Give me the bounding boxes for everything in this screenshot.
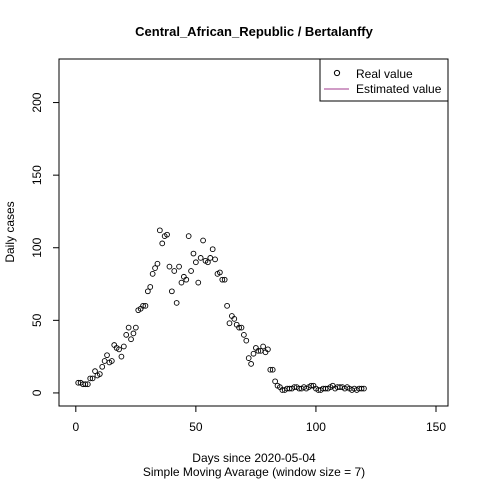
x-axis-sublabel: Simple Moving Avarage (window size = 7): [143, 465, 365, 479]
data-point: [118, 353, 125, 360]
data-point: [217, 269, 223, 276]
plot-frame: [58, 58, 449, 407]
data-point: [96, 371, 103, 377]
data-point: [171, 268, 178, 274]
data-point: [265, 346, 271, 353]
legend-box: [319, 58, 449, 102]
data-point: [84, 381, 91, 388]
real-value-points: [75, 227, 367, 393]
data-point: [108, 358, 115, 364]
data-point: [89, 375, 96, 382]
data-point: [176, 263, 182, 270]
data-point: [260, 343, 266, 350]
data-point: [205, 259, 211, 266]
data-point: [221, 276, 228, 283]
data-point: [149, 271, 156, 277]
data-point: [173, 300, 180, 306]
data-point: [157, 227, 163, 234]
data-point: [152, 265, 158, 271]
legend-real-label: Real value: [356, 67, 413, 81]
data-point: [104, 352, 110, 359]
legend-real-symbol: [333, 69, 341, 77]
data-point: [245, 355, 252, 361]
data-point: [238, 324, 245, 331]
data-point: [123, 332, 130, 338]
x-axis: 0 50 100 150: [72, 405, 446, 434]
data-point: [190, 250, 197, 257]
chart-title: Central_African_Republic / Bertalanffy: [135, 24, 373, 39]
data-point: [169, 288, 175, 295]
data-point: [248, 361, 254, 367]
y-axis-label: Daily cases: [3, 201, 17, 262]
data-point: [101, 358, 108, 364]
data-point: [269, 366, 276, 373]
data-point: [166, 263, 173, 270]
data-point: [200, 237, 206, 244]
data-point: [147, 284, 154, 290]
legend-estimated-label: Estimated value: [356, 82, 442, 96]
data-point: [99, 363, 106, 370]
data-point: [87, 375, 94, 382]
x-tick-label: 50: [189, 420, 203, 434]
data-point: [128, 336, 134, 343]
data-point: [193, 259, 199, 266]
data-point: [178, 279, 185, 286]
data-point: [144, 288, 151, 295]
data-point: [272, 378, 278, 385]
data-point: [132, 324, 139, 331]
data-point: [226, 320, 233, 327]
data-point: [197, 255, 204, 261]
data-point: [142, 302, 149, 309]
data-point: [183, 276, 190, 283]
x-tick-label: 0: [72, 420, 79, 434]
data-point: [267, 366, 274, 373]
data-point: [120, 343, 127, 350]
data-point: [82, 381, 89, 388]
data-point: [212, 256, 218, 263]
x-tick-label: 100: [306, 420, 326, 434]
data-point: [154, 260, 161, 267]
data-point: [125, 324, 132, 331]
data-point: [207, 255, 214, 261]
data-point: [188, 268, 194, 274]
data-point: [116, 346, 122, 353]
data-point: [164, 231, 170, 238]
data-point: [195, 279, 202, 286]
data-point: [224, 302, 230, 309]
data-point: [255, 347, 262, 354]
data-point: [92, 368, 98, 375]
data-point: [308, 382, 314, 389]
data-point: [219, 276, 226, 283]
data-point: [361, 385, 367, 392]
data-point: [243, 337, 250, 344]
x-tick-label: 150: [426, 420, 446, 434]
data-point: [140, 302, 146, 309]
y-tick-label: 0: [30, 389, 44, 396]
y-axis: 0 50 100 150 200: [30, 92, 60, 396]
data-point: [241, 332, 247, 338]
data-point: [185, 233, 192, 239]
data-point: [231, 316, 238, 322]
data-point: [358, 385, 365, 392]
data-point: [250, 350, 257, 357]
x-axis-label: Days since 2020-05-04: [192, 451, 316, 465]
y-tick-label: 200: [30, 92, 44, 112]
y-tick-label: 100: [30, 237, 44, 257]
y-tick-label: 150: [30, 165, 44, 185]
data-point: [236, 324, 242, 331]
legend: Real value Estimated value: [319, 58, 449, 102]
data-point: [159, 240, 166, 247]
y-tick-label: 50: [30, 313, 44, 327]
data-point: [130, 330, 137, 337]
data-point: [209, 246, 216, 253]
